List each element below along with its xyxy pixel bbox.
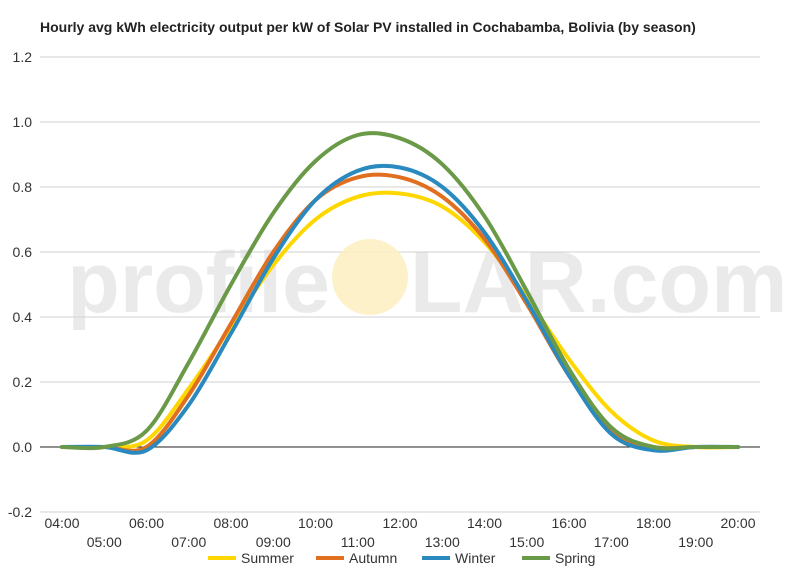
y-tick-label: -0.2 [8, 504, 32, 520]
x-tick-label: 17:00 [594, 534, 629, 550]
x-tick-label: 09:00 [256, 534, 291, 550]
y-tick-label: 1.2 [13, 49, 33, 65]
x-tick-label: 15:00 [509, 534, 544, 550]
x-tick-label: 20:00 [720, 515, 755, 531]
series-line-autumn [60, 172, 740, 453]
legend-item-spring: Spring [522, 550, 595, 566]
x-tick-label: 05:00 [87, 534, 122, 550]
watermark-text-left: profile [67, 235, 330, 331]
y-tick-label: 1.0 [13, 114, 33, 130]
x-tick-label: 14:00 [467, 515, 502, 531]
y-tick-label: 0.4 [13, 309, 33, 325]
x-tick-label: 13:00 [425, 534, 460, 550]
watermark: profile LAR.com [67, 235, 787, 331]
x-tick-label: 04:00 [44, 515, 79, 531]
watermark-text-right: LAR.com [410, 235, 787, 331]
x-tick-label: 11:00 [341, 534, 375, 550]
y-tick-label: 0.6 [13, 244, 33, 260]
legend-label: Winter [455, 550, 496, 566]
legend-item-summer: Summer [208, 550, 294, 566]
legend: Summer Autumn Winter Spring [208, 550, 595, 566]
x-tick-label: 07:00 [171, 534, 206, 550]
legend-label: Spring [555, 550, 595, 566]
y-tick-label: 0.0 [13, 439, 33, 455]
y-tick-label: 0.8 [13, 179, 33, 195]
x-tick-label: 10:00 [298, 515, 333, 531]
series-line-spring [60, 131, 740, 451]
x-tick-label: 12:00 [382, 515, 417, 531]
legend-label: Autumn [349, 550, 397, 566]
x-tick-label: 16:00 [551, 515, 586, 531]
legend-item-autumn: Autumn [316, 550, 397, 566]
series-layer [60, 131, 740, 455]
legend-item-winter: Winter [422, 550, 496, 566]
x-tick-label: 18:00 [636, 515, 671, 531]
series-line-summer [60, 190, 740, 450]
x-tick-label: 08:00 [213, 515, 248, 531]
watermark-sun-icon [332, 239, 408, 315]
x-tick-label: 19:00 [678, 534, 713, 550]
series-line-winter [60, 163, 740, 455]
legend-label: Summer [241, 550, 294, 566]
chart-title: Hourly avg kWh electricity output per kW… [40, 19, 696, 35]
y-tick-label: 0.2 [13, 374, 33, 390]
x-tick-label: 06:00 [129, 515, 164, 531]
grid-layer [40, 56, 760, 513]
